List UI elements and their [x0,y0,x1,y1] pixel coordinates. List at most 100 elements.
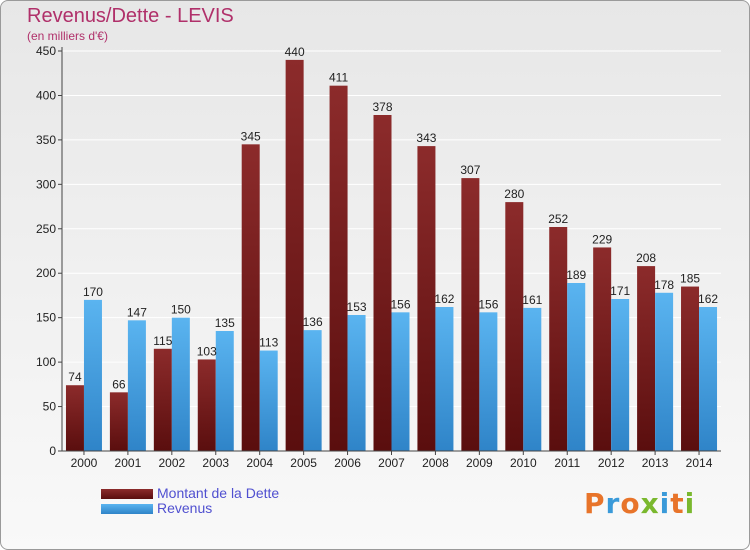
bar-revenus [347,315,366,451]
logo-letter: P [584,487,606,520]
data-label-debt: 229 [592,232,612,246]
x-tick-label: 2011 [554,456,580,470]
data-label-debt: 378 [372,100,392,114]
bar-debt [65,385,84,451]
legend-label-revenus: Revenus [157,500,213,516]
bar-debt [109,392,128,451]
data-label-debt: 343 [416,131,436,145]
data-label-revenus: 150 [171,303,191,317]
data-label-debt: 440 [285,45,305,59]
logo-letter: o [620,487,641,520]
bar-debt [329,85,348,452]
data-label-revenus: 161 [522,293,542,307]
data-label-revenus: 147 [127,305,147,319]
data-label-debt: 208 [636,251,656,265]
data-label-revenus: 162 [698,292,718,306]
bar-revenus [259,350,278,451]
x-tick-label: 2012 [598,456,625,470]
bar-revenus [435,307,454,451]
x-tick-label: 2013 [642,456,669,470]
bar-debt [373,115,392,451]
data-label-revenus: 135 [215,316,235,330]
data-label-debt: 185 [680,272,700,286]
x-tick-label: 2004 [246,456,273,470]
y-tick-label: 0 [49,444,56,458]
x-tick-label: 2009 [466,456,493,470]
bar-debt [505,202,524,451]
y-tick-label: 50 [43,400,57,414]
data-label-revenus: 136 [303,315,323,329]
bar-revenus [83,299,102,451]
bar-revenus [303,330,322,451]
data-label-debt: 66 [112,377,126,391]
x-tick-label: 2010 [510,456,537,470]
data-label-revenus: 189 [566,268,586,282]
x-tick-label: 2002 [158,456,185,470]
logo-letter: r [605,487,621,520]
bar-revenus [391,312,410,451]
data-label-revenus: 156 [390,297,410,311]
bar-revenus [523,307,542,451]
x-tick-label: 2008 [422,456,449,470]
data-label-debt: 103 [197,344,217,358]
x-tick-label: 2000 [71,456,98,470]
x-tick-label: 2007 [378,456,405,470]
data-label-debt: 74 [68,370,82,384]
data-label-revenus: 171 [610,284,630,298]
legend-label-debt: Montant de la Dette [157,485,280,501]
y-tick-label: 250 [36,222,56,236]
data-label-debt: 307 [460,163,480,177]
logo-letter: i [684,487,696,520]
data-label-revenus: 156 [478,297,498,311]
data-label-debt: 345 [241,129,261,143]
y-tick-label: 150 [36,311,56,325]
data-label-revenus: 153 [347,300,367,314]
bar-revenus [215,331,234,451]
y-tick-label: 400 [36,88,56,102]
bar-debt [153,348,172,451]
bar-debt [285,59,304,452]
logo-letter: t [670,487,685,520]
legend-swatch-debt [101,489,153,499]
x-tick-label: 2003 [202,456,229,470]
x-tick-label: 2006 [334,456,361,470]
data-label-revenus: 113 [259,336,278,350]
bar-debt [461,178,480,451]
data-label-debt: 252 [548,212,568,226]
logo-letter: x [640,487,660,520]
bar-revenus [127,320,146,451]
x-tick-label: 2014 [686,456,713,470]
chart-title: Revenus/Dette - LEVIS [27,5,234,27]
logo-letter: i [659,487,671,520]
data-label-revenus: 178 [654,278,674,292]
bar-revenus [655,292,674,451]
y-tick-label: 300 [36,177,56,191]
bar-revenus [699,307,718,451]
data-label-debt: 280 [504,187,524,201]
bar-debt [197,359,216,451]
bar-debt [549,227,568,451]
y-tick-label: 200 [36,266,56,280]
chart-subtitle: (en milliers d'€) [27,29,108,43]
data-label-revenus: 162 [434,292,454,306]
legend-swatch-revenus [101,504,153,514]
y-tick-label: 350 [36,133,56,147]
bar-debt [637,266,656,451]
bar-revenus [611,299,630,451]
bar-debt [593,247,612,451]
bar-debt [417,146,436,451]
bar-revenus [567,283,586,451]
bar-debt [241,144,260,452]
x-tick-label: 2001 [115,456,142,470]
bar-debt [681,286,700,451]
y-tick-label: 100 [36,355,56,369]
bar-revenus [171,317,190,451]
data-label-revenus: 170 [83,285,103,299]
data-label-debt: 115 [153,334,172,348]
x-tick-label: 2005 [290,456,317,470]
bar-revenus [479,312,498,451]
y-tick-label: 450 [36,44,56,58]
proxiti-logo: Proxiti [584,487,695,520]
